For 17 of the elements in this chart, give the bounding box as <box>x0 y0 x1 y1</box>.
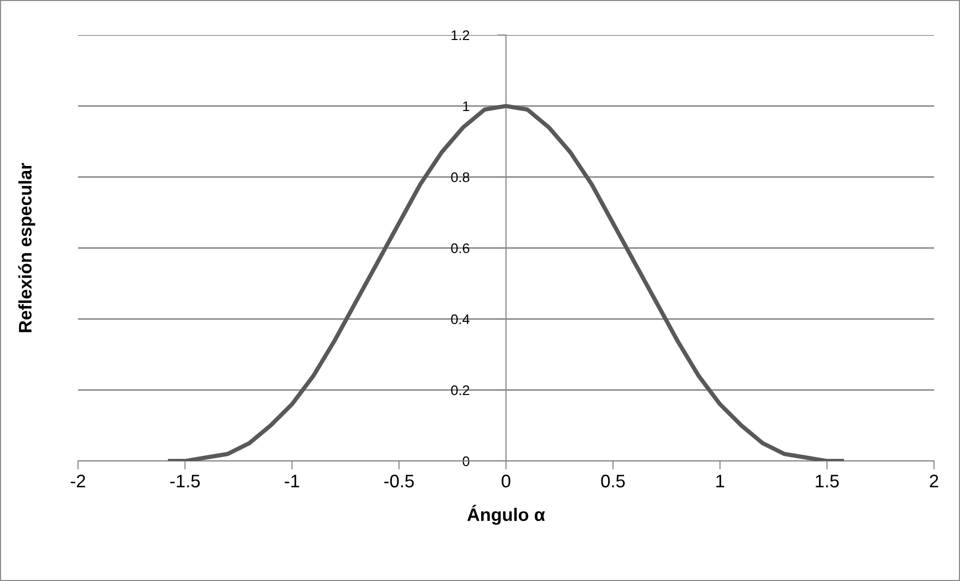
y-tick-label: 1.2 <box>452 30 470 40</box>
y-tick-label: 0.4 <box>451 314 470 324</box>
y-tick-label: 0.2 <box>451 385 470 396</box>
x-tick-label: 1.5 <box>816 474 839 488</box>
y-tick-label: 0.8 <box>451 172 470 182</box>
x-tick-label: 1 <box>716 474 724 488</box>
x-tick-label: 0.5 <box>601 474 625 488</box>
y-axis-title: Reflexión especular <box>18 162 36 332</box>
x-tick-label: -1.5 <box>170 474 200 488</box>
x-tick-label: 2 <box>930 474 938 488</box>
x-tick-label: 0 <box>502 474 510 488</box>
y-tick-label: 1 <box>463 101 470 112</box>
x-axis-title: Ángulo α <box>467 504 545 525</box>
x-tick-label: -2 <box>70 474 86 488</box>
x-tick-label: -0.5 <box>384 474 414 488</box>
y-tick-label: 0.6 <box>451 243 470 254</box>
x-tick-label: -1 <box>284 474 300 488</box>
